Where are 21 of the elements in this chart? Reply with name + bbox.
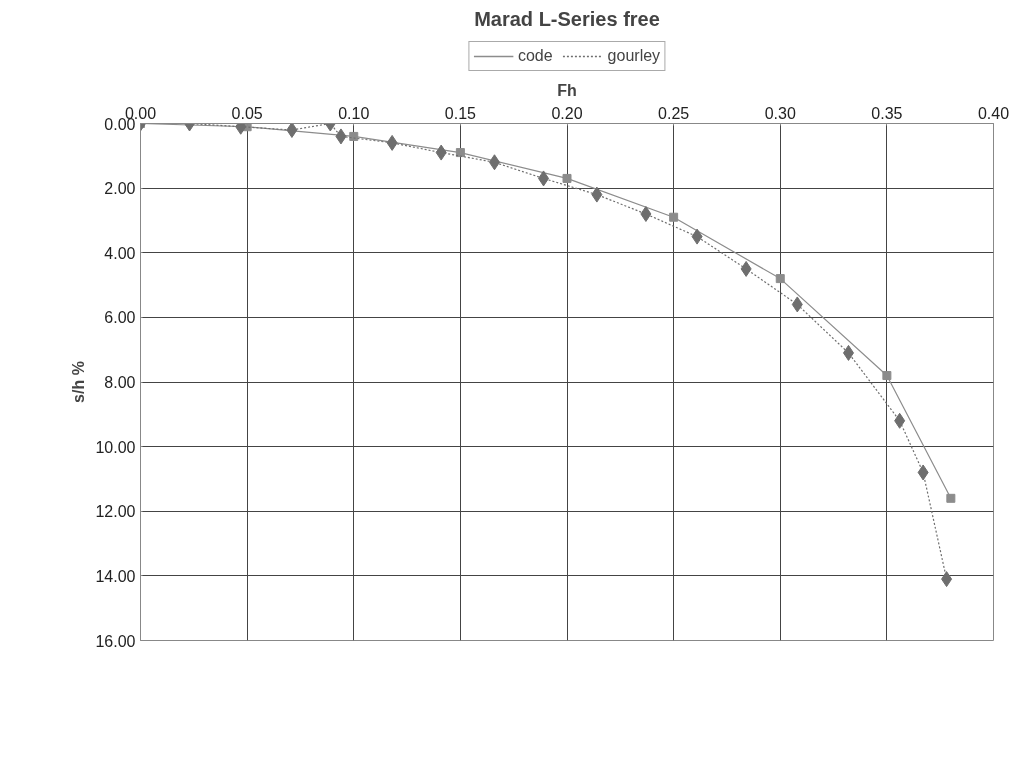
y-axis-title: s/h % (70, 361, 88, 403)
y-tick-label: 14.00 (95, 567, 136, 585)
legend-label: code (517, 47, 553, 65)
x-tick-label: 0.05 (231, 104, 263, 122)
x-tick-label: 0.10 (338, 104, 370, 122)
y-tick-label: 8.00 (104, 374, 136, 391)
y-tick-label: 16.00 (95, 632, 136, 650)
x-tick-label: 0.40 (977, 104, 1010, 122)
y-tick-label: 12.00 (95, 503, 136, 521)
y-tick-label: 6.00 (104, 309, 136, 327)
x-tick-label: 0.25 (658, 104, 690, 122)
x-tick-label: 0.30 (764, 104, 796, 122)
chart-title: Marad L-Series free (474, 7, 660, 30)
y-tick-label: 2.00 (104, 180, 136, 198)
x-tick-label: 0.20 (551, 104, 583, 122)
x-tick-label: 0.35 (871, 104, 903, 122)
y-tick-label: 10.00 (95, 438, 136, 456)
legend-label: gourley (607, 47, 661, 65)
y-tick-label: 4.00 (104, 244, 136, 262)
x-tick-label: 0.15 (444, 104, 477, 122)
x-axis-title: Fh (557, 81, 577, 99)
